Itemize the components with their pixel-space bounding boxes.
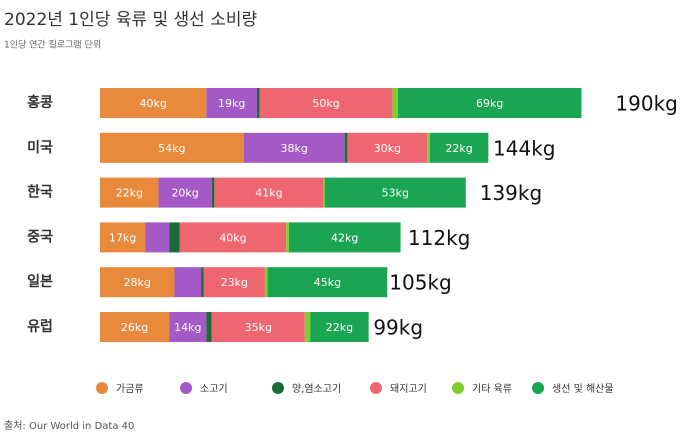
bar-segment [169,222,180,253]
segment-label: 19kg [218,97,245,110]
bar-segment [323,177,325,208]
total-label: 112kg [408,226,470,250]
bar-segment [256,88,260,118]
bar-segment [100,88,207,118]
segment-label: 41kg [255,187,282,200]
segment-label: 14kg [174,321,201,334]
source: 출처: Our World in Data 40 [4,420,134,432]
legend-label: 양,염소고기 [292,383,341,395]
segment-label: 22kg [116,187,143,200]
bar-segment [392,88,398,118]
bar-segment [324,177,466,208]
bar-segment [310,312,369,342]
total-label: 139kg [480,181,542,205]
bar-segment [214,177,324,208]
legend-swatch [370,382,382,394]
bar-segment [174,267,202,298]
bar-segment [100,267,175,298]
segment-label: 30kg [374,142,401,155]
chart-title: 2022년 1인당 육류 및 생선 소비량 [4,10,257,30]
segment-label: 28kg [124,276,151,289]
segment-label: 40kg [219,231,246,244]
bar-segment [347,132,428,163]
segment-label: 50kg [312,97,339,110]
segment-label: 45kg [314,276,341,289]
bar-segment [243,132,345,163]
bar-segment [429,132,489,163]
segment-label: 22kg [445,142,472,155]
legend-swatch [180,382,192,394]
category-label: 중국 [27,229,53,245]
bar-segment [286,222,289,253]
bar-segment [211,312,305,342]
segment-label: 42kg [331,231,358,244]
bar-segment [267,267,388,298]
bar-segment [179,222,287,253]
segment-label: 69kg [476,97,503,110]
segment-label: 38kg [281,142,308,155]
legend-label: 돼지고기 [390,383,427,395]
chart-subtitle: 1인당 연간 킬로그램 단위 [4,39,101,51]
segment-label: 26kg [121,321,148,334]
bar-segment [344,132,348,163]
bar-segment [145,222,170,253]
segment-label: 17kg [109,231,136,244]
total-label: 105kg [389,271,451,295]
bar-segment [397,88,582,118]
legend-label: 소고기 [200,383,228,395]
bar-segment [201,267,204,298]
legend-swatch [96,382,108,394]
segment-label: 40kg [140,97,167,110]
bar-segment [100,177,159,208]
segment-label: 35kg [245,321,272,334]
total-label: 144kg [493,136,555,160]
category-label: 유럽 [27,319,53,335]
legend-swatch [452,382,464,394]
segment-label: 22kg [326,321,353,334]
segment-label: 53kg [382,187,409,200]
bar-segment [206,88,257,118]
legend-swatch [272,382,284,394]
bar-segment [203,267,265,298]
bar-segment [206,312,212,342]
category-label: 한국 [27,185,53,201]
bar-segment [158,177,212,208]
category-label: 미국 [27,140,53,156]
bar-segment [100,222,146,253]
bar-segment [427,132,430,163]
segment-label: 20kg [171,187,198,200]
bar-segment [100,312,170,342]
bar-segment [304,312,311,342]
category-label: 홍콩 [27,94,53,111]
bar-segment [288,222,401,253]
total-label: 190kg [615,92,677,116]
legend-label: 가금류 [116,383,144,395]
segment-label: 23kg [221,276,248,289]
bar-segment [169,312,207,342]
segment-label: 54kg [158,142,185,155]
legend-swatch [532,382,544,394]
legend-label: 생선 및 해산물 [552,382,614,395]
bar-segment [259,88,393,118]
bar-segment [100,132,244,163]
total-label: 99kg [373,316,423,340]
bar-segment [264,267,268,298]
bar-segment [211,177,215,208]
legend-label: 기타 육류 [472,383,512,395]
category-label: 일본 [27,274,53,290]
